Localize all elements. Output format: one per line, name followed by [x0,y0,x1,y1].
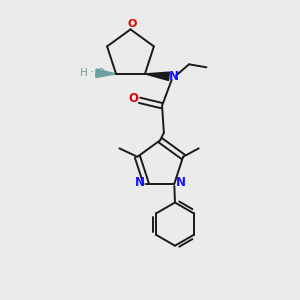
Text: O: O [127,19,137,29]
Text: N: N [176,176,186,189]
Text: ·: · [90,66,94,79]
Text: O: O [128,92,138,105]
Text: O: O [96,68,104,78]
Text: N: N [135,176,145,189]
Text: H: H [80,68,88,78]
Text: N: N [169,70,179,83]
Polygon shape [96,69,116,77]
Polygon shape [145,72,170,80]
